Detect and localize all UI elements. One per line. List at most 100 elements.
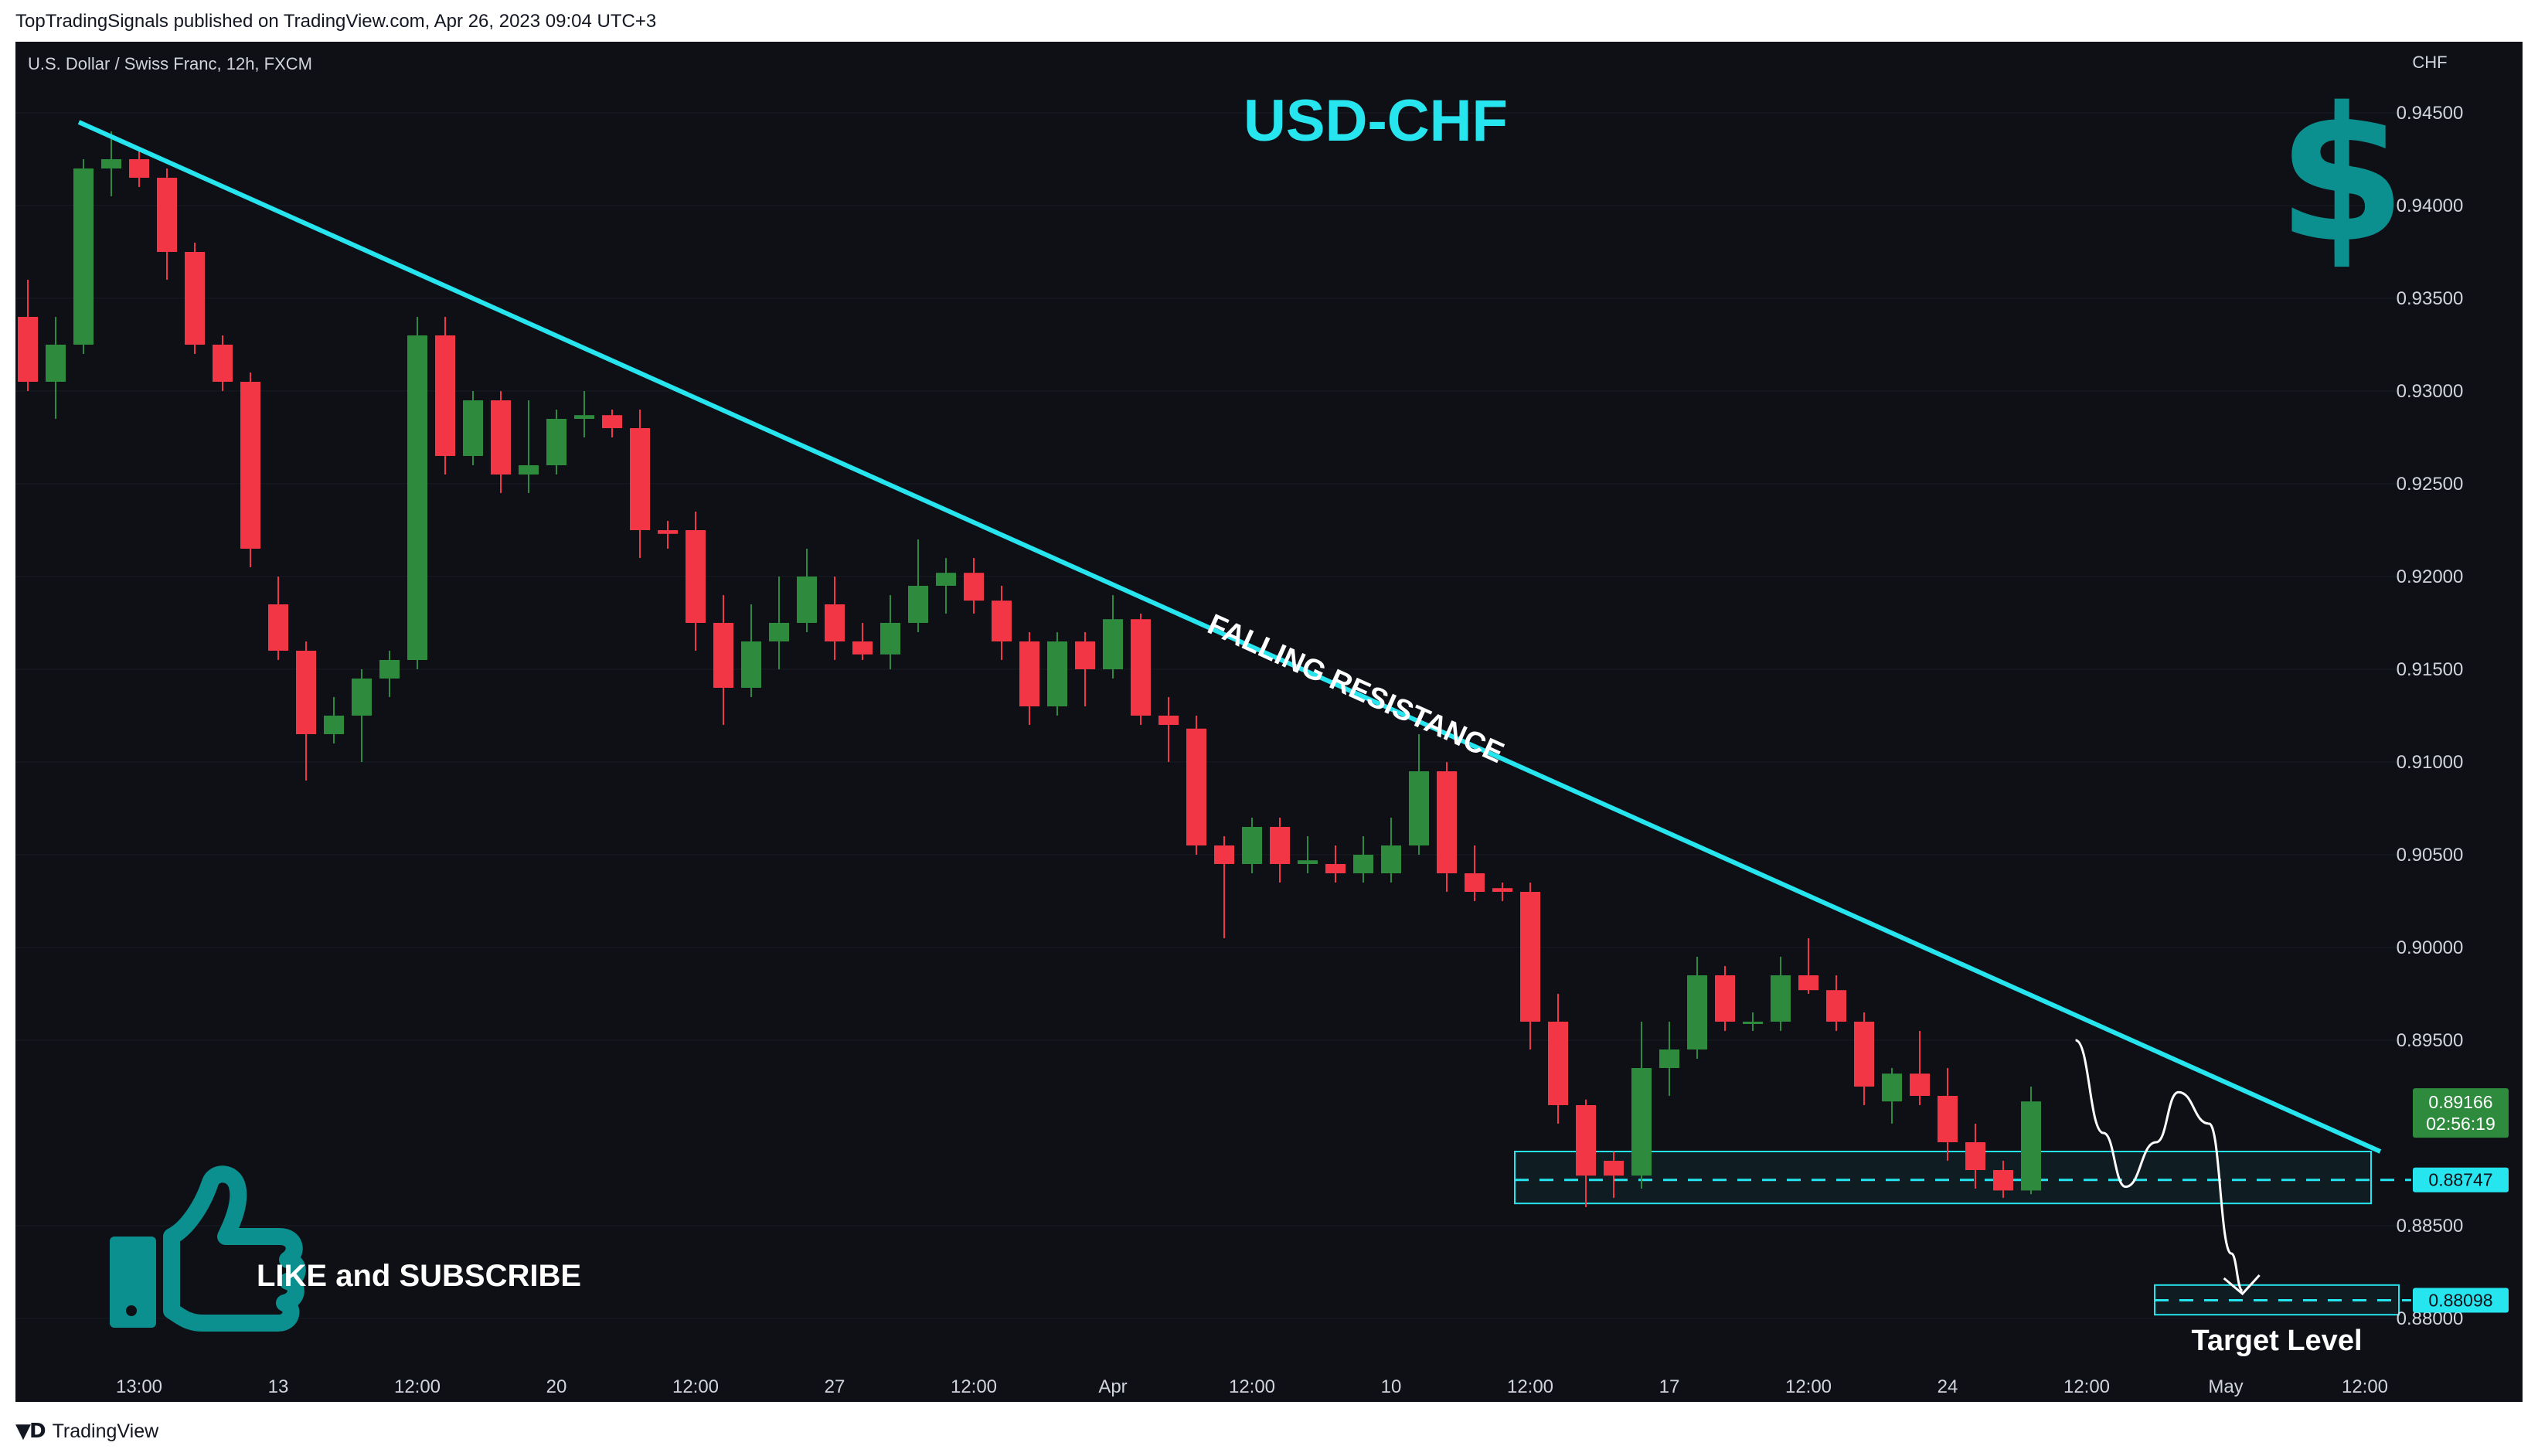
candle-5[interactable] bbox=[157, 168, 177, 280]
candle-31[interactable] bbox=[880, 595, 900, 669]
candle-23[interactable] bbox=[658, 521, 678, 549]
candle-0[interactable] bbox=[18, 280, 38, 391]
y-tick-label-9: 0.90000 bbox=[2397, 937, 2464, 958]
candle-19[interactable] bbox=[546, 410, 566, 475]
candle-24[interactable] bbox=[686, 512, 706, 651]
candle-66[interactable] bbox=[1854, 1012, 1874, 1105]
svg-text:0.88747: 0.88747 bbox=[2428, 1170, 2492, 1190]
candle-30[interactable] bbox=[852, 623, 873, 660]
candle-60[interactable] bbox=[1687, 957, 1707, 1059]
candle-61[interactable] bbox=[1715, 966, 1735, 1031]
projection-arrowhead bbox=[2223, 1274, 2261, 1296]
chart-panel[interactable]: U.S. Dollar / Swiss Franc, 12h, FXCM USD… bbox=[15, 42, 2523, 1402]
candle-64[interactable] bbox=[1798, 938, 1818, 994]
y-tick-label-2: 0.93500 bbox=[2397, 288, 2464, 309]
support-zone[interactable] bbox=[1514, 1151, 2372, 1205]
price-chart[interactable]: U.S. Dollar / Swiss Franc, 12h, FXCM USD… bbox=[15, 42, 2523, 1402]
candle-40[interactable] bbox=[1131, 614, 1151, 725]
x-tick-label-14: 12:00 bbox=[2063, 1376, 2110, 1397]
candle-11[interactable] bbox=[324, 697, 344, 743]
candle-69[interactable] bbox=[1938, 1068, 1958, 1161]
candle-72[interactable] bbox=[2021, 1087, 2041, 1195]
candle-39[interactable] bbox=[1103, 595, 1123, 679]
candle-51[interactable] bbox=[1437, 762, 1457, 892]
candle-46[interactable] bbox=[1298, 836, 1318, 873]
falling-resistance-trendline[interactable] bbox=[77, 120, 2382, 1154]
candle-28[interactable] bbox=[797, 549, 817, 632]
candle-13[interactable] bbox=[379, 651, 400, 697]
tradingview-brand-text: TradingView bbox=[52, 1420, 159, 1442]
candle-56[interactable] bbox=[1576, 1099, 1596, 1207]
candle-48[interactable] bbox=[1353, 836, 1373, 883]
y-tick-label-0: 0.94500 bbox=[2397, 103, 2464, 124]
candle-35[interactable] bbox=[992, 586, 1012, 660]
x-tick-label-10: 12:00 bbox=[1507, 1376, 1553, 1397]
candle-58[interactable] bbox=[1631, 1022, 1652, 1189]
candle-15[interactable] bbox=[435, 317, 455, 475]
candle-34[interactable] bbox=[964, 558, 984, 614]
candle-59[interactable] bbox=[1659, 1022, 1679, 1096]
candle-53[interactable] bbox=[1492, 883, 1512, 901]
candle-41[interactable] bbox=[1158, 697, 1179, 762]
candle-7[interactable] bbox=[213, 335, 233, 391]
candle-71[interactable] bbox=[1993, 1161, 2013, 1198]
candle-68[interactable] bbox=[1910, 1031, 1930, 1105]
candle-8[interactable] bbox=[240, 373, 260, 567]
candle-38[interactable] bbox=[1075, 632, 1095, 706]
candle-14[interactable] bbox=[407, 317, 427, 669]
candle-54[interactable] bbox=[1520, 883, 1540, 1049]
candle-10[interactable] bbox=[296, 641, 316, 781]
candle-33[interactable] bbox=[936, 558, 956, 614]
x-tick-label-11: 17 bbox=[1659, 1376, 1680, 1397]
candle-45[interactable] bbox=[1270, 818, 1290, 883]
candle-65[interactable] bbox=[1826, 975, 1846, 1031]
candle-49[interactable] bbox=[1381, 818, 1401, 883]
candle-32[interactable] bbox=[908, 539, 928, 632]
candle-42[interactable] bbox=[1186, 716, 1206, 855]
candle-12[interactable] bbox=[352, 669, 372, 762]
candle-37[interactable] bbox=[1047, 632, 1067, 716]
candle-4[interactable] bbox=[129, 150, 149, 187]
candle-3[interactable] bbox=[101, 131, 121, 196]
candle-22[interactable] bbox=[630, 410, 650, 558]
candle-29[interactable] bbox=[825, 577, 845, 660]
candle-27[interactable] bbox=[769, 577, 789, 669]
candle-44[interactable] bbox=[1242, 818, 1262, 873]
price-badge-1[interactable]: 0.88747 bbox=[2413, 1167, 2509, 1192]
x-tick-label-13: 24 bbox=[1938, 1376, 1958, 1397]
x-tick-label-0: 13:00 bbox=[116, 1376, 162, 1397]
price-badge-2[interactable]: 0.88098 bbox=[2413, 1288, 2509, 1313]
candle-21[interactable] bbox=[602, 410, 622, 437]
candle-47[interactable] bbox=[1325, 845, 1346, 883]
y-tick-label-10: 0.89500 bbox=[2397, 1030, 2464, 1051]
candle-25[interactable] bbox=[713, 595, 733, 725]
candle-55[interactable] bbox=[1548, 994, 1568, 1124]
candle-50[interactable] bbox=[1409, 734, 1429, 855]
candle-52[interactable] bbox=[1465, 845, 1485, 901]
candle-17[interactable] bbox=[491, 391, 511, 493]
symbol-line[interactable]: U.S. Dollar / Swiss Franc, 12h, FXCM bbox=[28, 54, 312, 73]
candle-9[interactable] bbox=[268, 577, 288, 660]
y-tick-label-1: 0.94000 bbox=[2397, 196, 2464, 216]
candle-6[interactable] bbox=[185, 243, 205, 354]
candle-2[interactable] bbox=[73, 159, 94, 354]
candle-18[interactable] bbox=[519, 400, 539, 493]
candle-26[interactable] bbox=[741, 604, 761, 697]
candle-1[interactable] bbox=[46, 317, 66, 419]
candle-67[interactable] bbox=[1882, 1068, 1902, 1124]
projection-path[interactable] bbox=[2074, 1039, 2244, 1292]
candle-57[interactable] bbox=[1604, 1152, 1624, 1198]
candle-20[interactable] bbox=[574, 391, 594, 437]
candle-62[interactable] bbox=[1743, 1012, 1763, 1031]
candle-63[interactable] bbox=[1771, 957, 1791, 1031]
x-tick-label-16: 12:00 bbox=[2342, 1376, 2388, 1397]
like-subscribe-text: LIKE and SUBSCRIBE bbox=[257, 1259, 581, 1293]
tradingview-footer[interactable]: ▼𝗗 TradingView bbox=[15, 1419, 158, 1444]
candle-16[interactable] bbox=[463, 391, 483, 465]
thumbs-up-icon[interactable] bbox=[110, 1165, 306, 1332]
x-tick-label-4: 12:00 bbox=[672, 1376, 719, 1397]
candle-70[interactable] bbox=[1965, 1124, 1985, 1189]
candle-43[interactable] bbox=[1214, 836, 1234, 938]
candle-36[interactable] bbox=[1019, 632, 1039, 725]
